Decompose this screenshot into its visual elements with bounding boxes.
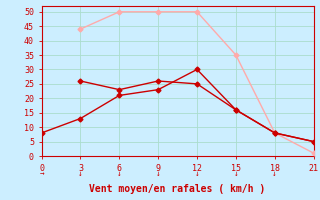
Text: ↓: ↓ [234,169,238,178]
Text: ↓: ↓ [78,169,83,178]
Text: ↓: ↓ [195,169,199,178]
Text: ↓: ↓ [156,169,161,178]
Text: ↓: ↓ [272,169,277,178]
Text: ↓: ↓ [117,169,122,178]
Text: →: → [39,169,44,178]
X-axis label: Vent moyen/en rafales ( km/h ): Vent moyen/en rafales ( km/h ) [90,184,266,194]
